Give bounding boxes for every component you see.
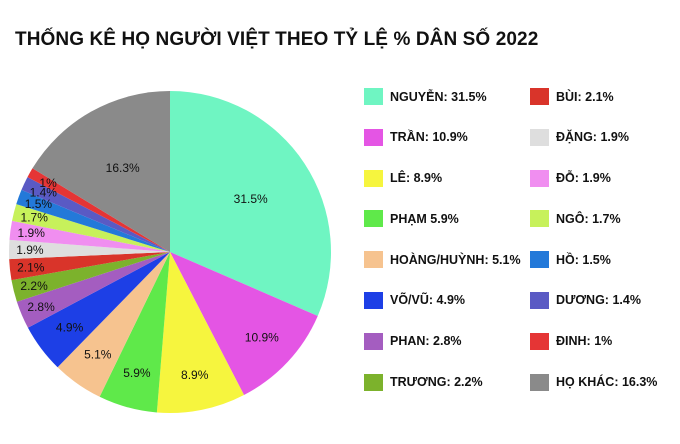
pie-slice-pham — [99, 252, 170, 413]
legend-swatch — [530, 291, 549, 309]
legend-label: TRẦN: 10.9% — [390, 130, 468, 145]
legend-item-truong: TRƯƠNG: 2.2% — [364, 373, 521, 392]
legend-item-dang: ĐẶNG: 1.9% — [530, 128, 657, 147]
legend-label: HỌ KHÁC: 16.3% — [556, 375, 658, 390]
slice-label-vo-vu: 4.9% — [56, 320, 84, 334]
legend-label: ĐỖ: 1.9% — [556, 171, 611, 186]
legend-item-duong: DƯƠNG: 1.4% — [530, 291, 657, 310]
legend-label: ĐẶNG: 1.9% — [556, 130, 629, 145]
chart-title: THỐNG KÊ HỌ NGƯỜI VIỆT THEO TỶ LỆ % DÂN … — [15, 29, 539, 50]
pie-slice-ho-khac — [32, 91, 170, 252]
pie-slice-do — [9, 220, 171, 252]
slice-label-phan: 2.8% — [27, 300, 55, 314]
pie-slice-hoang-huynh — [57, 252, 170, 397]
pie-slice-ngo — [12, 204, 170, 252]
slice-label-ho: 1.5% — [25, 197, 53, 211]
pie-slice-truong — [11, 252, 171, 302]
legend-label: PHẠM 5.9% — [390, 211, 459, 226]
slice-label-truong: 2.2% — [20, 279, 48, 293]
legend-item-ho-khac: HỌ KHÁC: 16.3% — [530, 373, 657, 392]
legend-item-pham: PHẠM 5.9% — [364, 209, 521, 228]
slice-label-le: 8.9% — [181, 368, 209, 382]
pie-slice-phan — [16, 252, 171, 328]
legend-swatch — [364, 210, 383, 228]
slice-label-duong: 1.4% — [30, 185, 58, 199]
legend-item-ngo: NGÔ: 1.7% — [530, 209, 657, 228]
legend-swatch — [364, 291, 383, 309]
legend-swatch — [530, 373, 549, 391]
legend-item-ho: HỒ: 1.5% — [530, 250, 657, 269]
legend-label: TRƯƠNG: 2.2% — [390, 375, 483, 390]
slice-label-pham: 5.9% — [123, 366, 151, 380]
legend-label: VÕ/VŨ: 4.9% — [390, 293, 466, 308]
legend-label: HỒ: 1.5% — [556, 252, 611, 267]
legend-swatch — [530, 88, 549, 105]
slice-label-dinh: 1% — [39, 176, 57, 190]
legend-swatch — [530, 169, 549, 187]
legend-item-nguyen: NGUYỄN: 31.5% — [364, 87, 521, 106]
legend-swatch — [364, 373, 383, 391]
legend-label: PHAN: 2.8% — [390, 334, 462, 349]
legend-swatch — [364, 128, 383, 146]
slice-label-ho-khac: 16.3% — [106, 161, 140, 175]
pie-slice-le — [156, 252, 244, 414]
slice-label-bui: 2.1% — [17, 260, 45, 274]
legend-label: BÙI: 2.1% — [556, 89, 614, 104]
legend-item-phan: PHAN: 2.8% — [364, 332, 521, 351]
legend-swatch — [530, 251, 549, 269]
pie-slice-duong — [21, 177, 170, 252]
pie-slice-dang — [8, 239, 170, 260]
legend-swatch — [364, 88, 383, 105]
legend-column-2: BÙI: 2.1% ĐẶNG: 1.9% ĐỖ: 1.9% NGÔ: 1.7% HỒ: … — [530, 87, 657, 413]
pie-slice-vo-vu — [27, 252, 171, 368]
pie-slice-tran — [170, 252, 318, 395]
legend-item-bui: BÙI: 2.1% — [530, 87, 657, 106]
legend-label: NGUYỄN: 31.5% — [390, 89, 487, 104]
pie-chart: 31.5% 10.9% 8.9% 5.9% 5.1%4.9%2.8% 2.2% 2.1% 1.… — [8, 91, 331, 414]
legend-label: ĐINH: 1% — [556, 334, 613, 349]
pie-slice-dinh — [27, 168, 171, 252]
legend-swatch — [364, 332, 383, 350]
legend-item-tran: TRẦN: 10.9% — [364, 128, 521, 147]
legend-swatch — [530, 128, 549, 146]
legend-swatch — [530, 332, 549, 350]
pie-slice-bui — [9, 252, 170, 281]
legend-label: HOÀNG/HUỲNH: 5.1% — [390, 252, 521, 267]
slice-label-nguyen: 31.5% — [234, 192, 268, 206]
slice-label-ngo: 1.7% — [21, 211, 49, 225]
legend-column-1: NGUYỄN: 31.5% TRẦN: 10.9% LÊ: 8.9% PHẠM 5.9… — [364, 87, 521, 413]
pie-slice-nguyen — [170, 91, 331, 316]
legend-item-hoang-huynh: HOÀNG/HUỲNH: 5.1% — [364, 250, 521, 269]
legend-label: NGÔ: 1.7% — [556, 211, 621, 226]
legend-swatch — [530, 210, 549, 228]
legend-item-vo-vu: VÕ/VŨ: 4.9% — [364, 291, 521, 310]
legend-swatch — [364, 251, 383, 269]
legend-swatch — [364, 169, 383, 187]
legend-label: LÊ: 8.9% — [390, 171, 443, 186]
slice-label-hoang-huynh: 5.1% — [84, 348, 112, 362]
legend-label: DƯƠNG: 1.4% — [556, 293, 641, 308]
slice-label-tran: 10.9% — [245, 331, 279, 345]
slice-label-do: 1.9% — [18, 226, 46, 240]
legend-item-do: ĐỖ: 1.9% — [530, 169, 657, 188]
legend-item-le: LÊ: 8.9% — [364, 169, 521, 188]
slice-label-dang: 1.9% — [16, 243, 44, 257]
legend-item-dinh: ĐINH: 1% — [530, 332, 657, 351]
pie-slice-ho — [16, 189, 170, 252]
